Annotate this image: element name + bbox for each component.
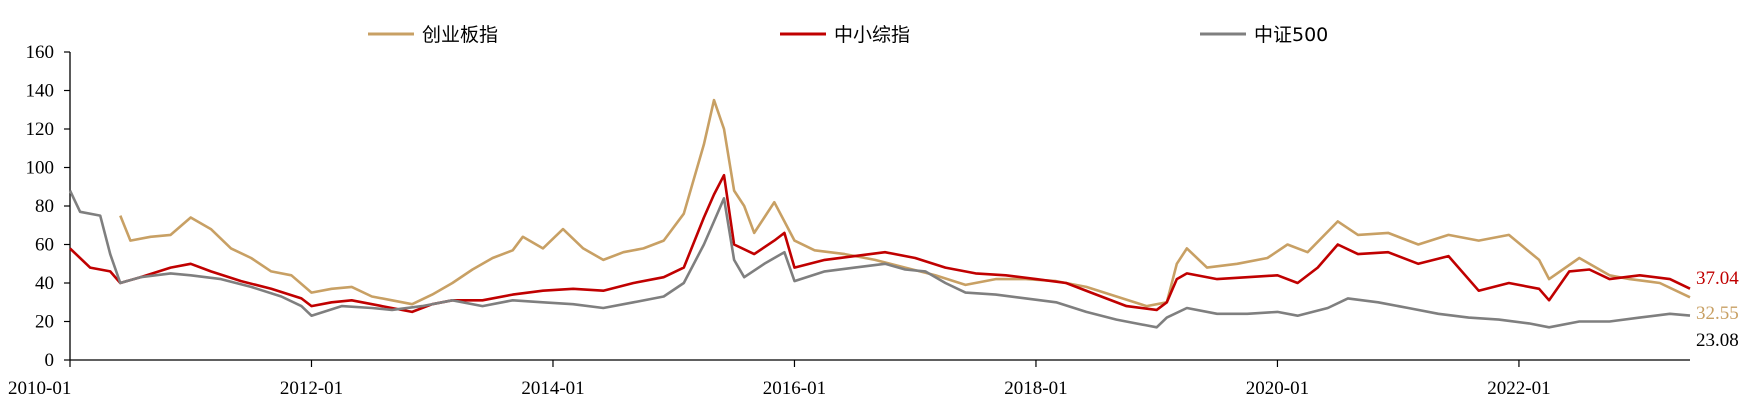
y-tick-label: 160	[26, 42, 55, 63]
y-tick-label: 140	[26, 81, 55, 102]
y-axis-ticks: 0 20 40 60 80 100 120 140 160	[26, 42, 70, 371]
x-axis-ticks: 2010-01 2012-01 2014-01 2016-01 2018-01 2020-…	[8, 360, 1551, 399]
legend-label: 中证500	[1254, 24, 1328, 46]
series-layer	[68, 98, 1691, 329]
end-value-label: 37.04	[1696, 268, 1739, 289]
y-tick-label: 60	[35, 235, 54, 256]
legend-label: 创业板指	[422, 24, 498, 46]
chart-axes: 0 20 40 60 80 100 120 140 160 2010-01 2012-01 2014…	[8, 42, 1690, 399]
y-tick-label: 100	[26, 158, 55, 179]
x-tick-label: 2014-01	[521, 378, 584, 399]
y-tick-label: 120	[26, 119, 55, 140]
x-tick-label: 2020-01	[1246, 378, 1309, 399]
x-tick-label: 2018-01	[1004, 378, 1067, 399]
y-tick-label: 20	[35, 312, 54, 333]
y-tick-label: 40	[35, 273, 54, 294]
series-line-1	[119, 98, 1691, 308]
end-value-label: 23.08	[1696, 330, 1739, 351]
end-value-label: 32.55	[1696, 303, 1739, 324]
legend-label: 中小综指	[834, 24, 910, 46]
x-tick-label: 2016-01	[763, 378, 826, 399]
y-tick-label: 0	[45, 350, 55, 371]
series-line-2	[69, 173, 1691, 314]
x-tick-label: 2012-01	[280, 378, 343, 399]
x-tick-label: 2022-01	[1487, 378, 1550, 399]
x-tick-label: 2010-01	[8, 378, 71, 399]
series-line-3	[68, 190, 1691, 329]
y-tick-label: 80	[35, 196, 54, 217]
end-value-labels: 32.55 37.04 23.08	[1696, 268, 1739, 351]
chart-legend: 创业板指 中小综指 中证500	[368, 24, 1328, 46]
